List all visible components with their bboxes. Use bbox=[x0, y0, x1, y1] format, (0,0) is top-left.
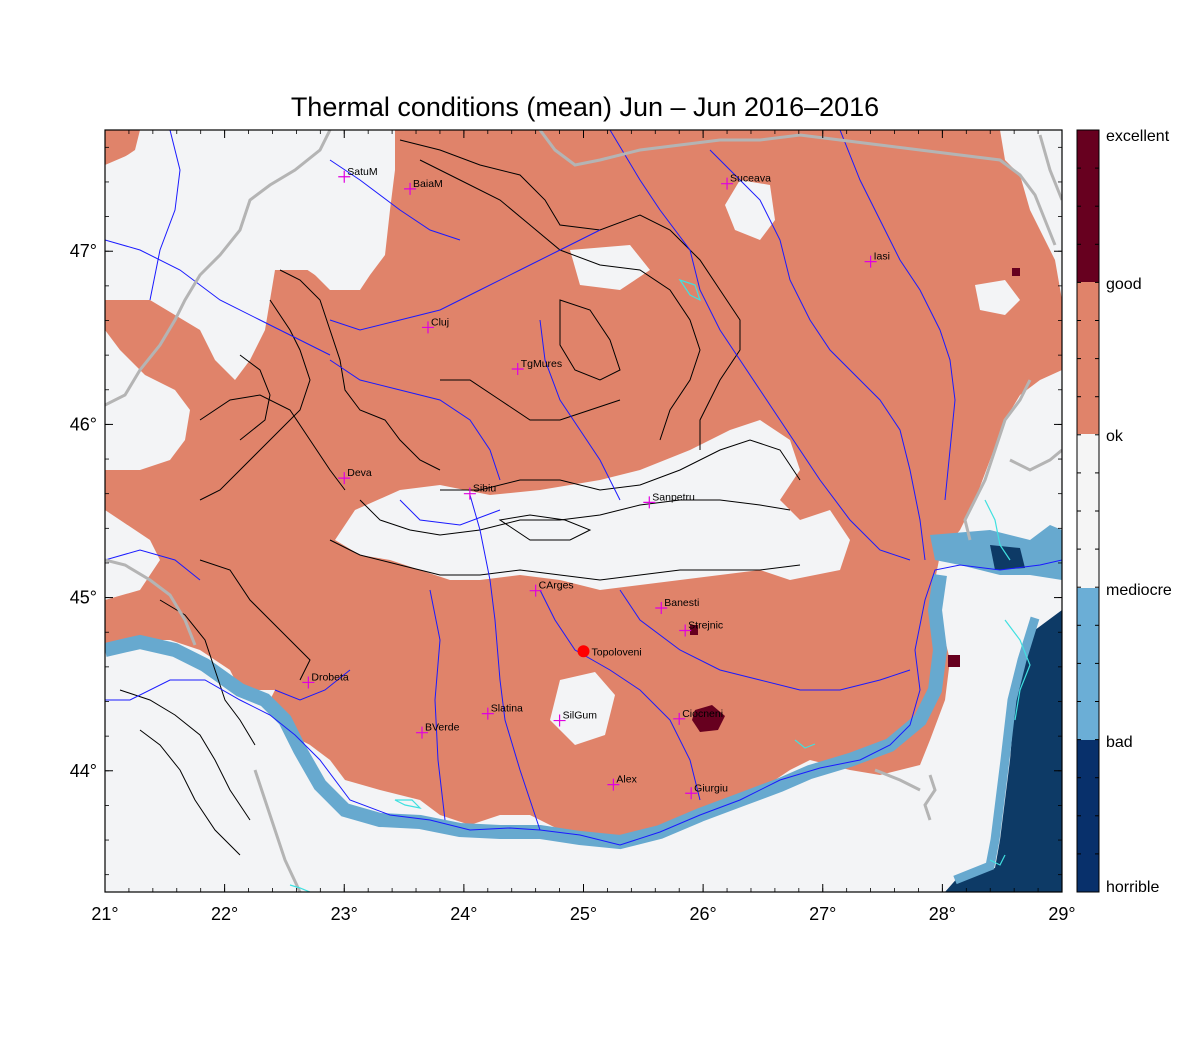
city-label: Sibiu bbox=[473, 483, 497, 495]
city-cross-marker bbox=[404, 182, 417, 195]
region-ok-east-hole bbox=[975, 280, 1020, 315]
city-cross-marker bbox=[553, 714, 566, 727]
city-cross-marker bbox=[721, 177, 734, 190]
city-label: Alex bbox=[616, 774, 637, 786]
region-excellent-east bbox=[948, 655, 960, 667]
x-tick-label: 23° bbox=[331, 904, 358, 924]
colorbar-legend: excellent good ok mediocre bad horrible bbox=[1076, 128, 1172, 896]
city-cross-marker bbox=[655, 601, 668, 614]
city-label: BVerde bbox=[425, 722, 460, 734]
city-cross-marker bbox=[864, 255, 877, 268]
colorbar-ok bbox=[1077, 434, 1099, 588]
region-mediocre-coast bbox=[953, 616, 1040, 885]
city-label: Iasi bbox=[874, 251, 890, 263]
region-excellent-ciocneni bbox=[692, 705, 725, 732]
region-ok-west bbox=[105, 645, 1000, 892]
water-bodies bbox=[289, 278, 1031, 892]
axis-tick-labels: 21° 22° 23° 24° 25° 26° 27° 28° 29° 44° 45° 46° 47° bbox=[70, 241, 1076, 924]
x-tick-label: 29° bbox=[1048, 904, 1075, 924]
region-ok-north-hole bbox=[570, 245, 650, 290]
city-cross-marker bbox=[421, 321, 434, 334]
city-label: Slatina bbox=[491, 703, 523, 715]
city-label: Deva bbox=[347, 467, 372, 479]
topoloveni-marker bbox=[577, 645, 590, 658]
colorbar-mediocre bbox=[1077, 588, 1099, 740]
city-label: Banesti bbox=[664, 597, 699, 609]
city-label: Strejnic bbox=[688, 619, 723, 631]
x-tick-label: 27° bbox=[809, 904, 836, 924]
x-tick-label: 22° bbox=[211, 904, 238, 924]
region-mediocre-danube bbox=[105, 574, 948, 850]
region-ok-northwest bbox=[105, 135, 385, 350]
city-cross-marker bbox=[338, 472, 351, 485]
city-label: SilGum bbox=[563, 710, 598, 722]
city-label: CArges bbox=[539, 580, 574, 592]
city-cross-marker bbox=[463, 487, 476, 500]
y-tick-label: 47° bbox=[70, 241, 97, 261]
x-tick-label: 28° bbox=[929, 904, 956, 924]
city-label: Cluj bbox=[431, 316, 449, 328]
region-ok-ne-hole bbox=[725, 180, 775, 240]
city-label: SatuM bbox=[347, 166, 377, 178]
city-cross-marker bbox=[673, 712, 686, 725]
x-tick-label: 21° bbox=[91, 904, 118, 924]
region-bad-delta-inner bbox=[990, 545, 1025, 570]
x-tick-label: 24° bbox=[450, 904, 477, 924]
colorbar-good bbox=[1077, 282, 1099, 434]
colorbar-bad bbox=[1077, 740, 1099, 892]
city-label: Sanpetru bbox=[652, 491, 695, 503]
country-borders bbox=[105, 130, 1062, 892]
city-cross-marker bbox=[416, 726, 429, 739]
y-tick-label: 45° bbox=[70, 588, 97, 608]
elevation-contours bbox=[119, 139, 801, 856]
x-tick-label: 26° bbox=[690, 904, 717, 924]
rivers bbox=[105, 130, 1062, 846]
city-label: Giurgiu bbox=[694, 782, 728, 794]
city-cross-marker bbox=[607, 778, 620, 791]
legend-horrible-label: horrible bbox=[1106, 879, 1159, 896]
region-bad-coast bbox=[945, 610, 1062, 892]
city-label: Suceava bbox=[730, 173, 771, 185]
y-tick-label: 46° bbox=[70, 414, 97, 434]
city-cross-marker bbox=[679, 624, 692, 637]
legend-good-label: good bbox=[1106, 276, 1142, 293]
city-label: Topoloveni bbox=[592, 646, 642, 658]
region-ok-carpathians bbox=[335, 420, 850, 590]
city-cross-marker bbox=[685, 787, 698, 800]
legend-mediocre-label: mediocre bbox=[1106, 582, 1172, 599]
city-markers: SatuM BaiaM Suceava Iasi Cluj TgMures Deva Sibi… bbox=[302, 166, 890, 800]
legend-ok-label: ok bbox=[1106, 428, 1124, 445]
map-title: Thermal conditions (mean) Jun – Jun 2016… bbox=[290, 92, 880, 122]
axis-ticks bbox=[104, 130, 1063, 892]
city-label: TgMures bbox=[521, 358, 562, 370]
colorbar-ticks bbox=[1077, 167, 1099, 855]
city-cross-marker bbox=[643, 496, 656, 509]
region-good-nw bbox=[105, 130, 140, 165]
region-ok-silgum bbox=[550, 672, 615, 745]
city-cross-marker bbox=[511, 362, 524, 375]
region-excellent-ne bbox=[1012, 268, 1020, 276]
city-label: Ciocneni bbox=[682, 708, 723, 720]
city-cross-marker bbox=[338, 170, 351, 183]
city-cross-marker bbox=[302, 676, 315, 689]
region-excellent-strejnic bbox=[690, 625, 698, 635]
x-tick-label: 25° bbox=[570, 904, 597, 924]
y-tick-label: 44° bbox=[70, 761, 97, 781]
legend-bad-label: bad bbox=[1106, 734, 1133, 751]
legend-excellent-label: excellent bbox=[1106, 128, 1170, 145]
colorbar-excellent bbox=[1077, 130, 1099, 282]
city-cross-marker bbox=[481, 707, 494, 720]
city-label: BaiaM bbox=[413, 178, 443, 190]
city-label: Drobeta bbox=[311, 671, 349, 683]
city-cross-marker bbox=[529, 584, 542, 597]
